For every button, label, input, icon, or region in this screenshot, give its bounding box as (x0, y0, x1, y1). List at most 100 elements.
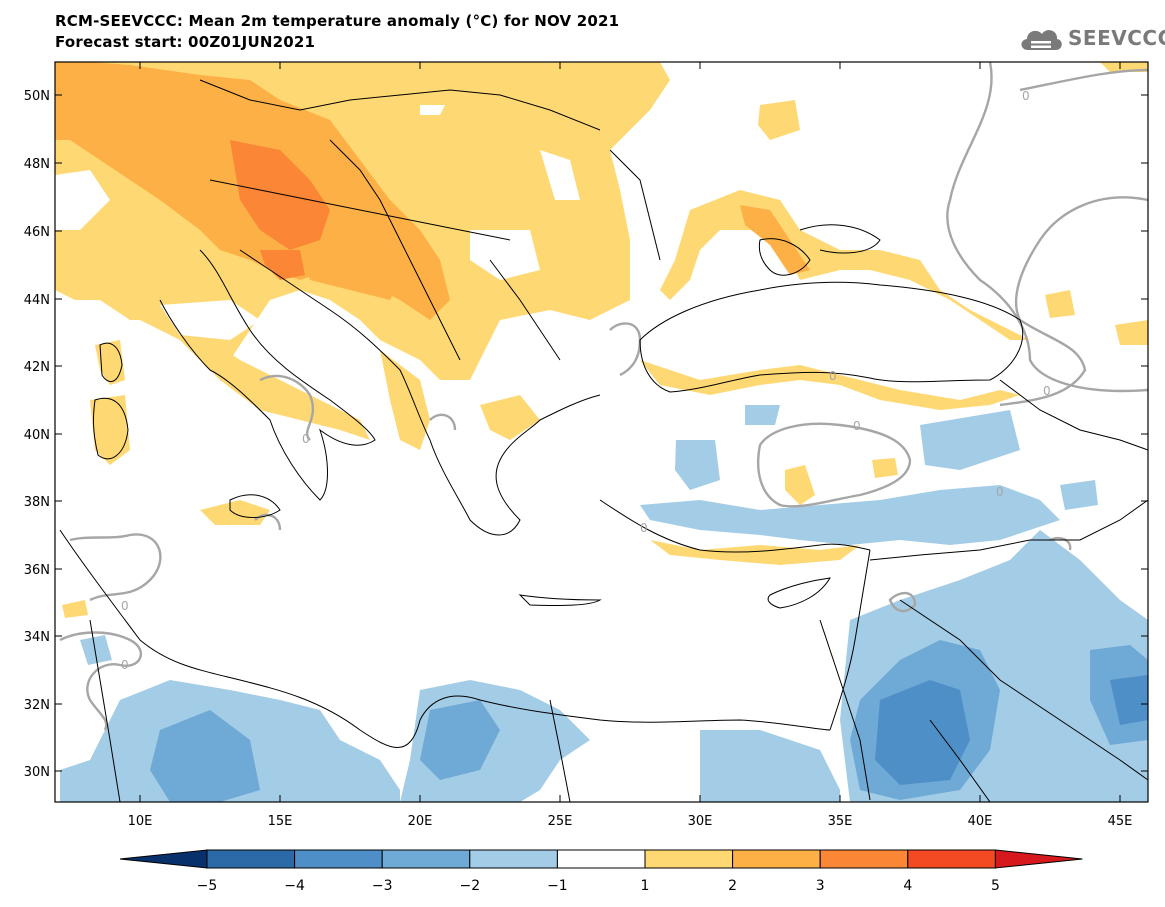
contour-labels: 0 0 0 0 0 0 0 0 0 (121, 89, 1051, 672)
contour-label: 0 (1022, 89, 1030, 103)
contour-label: 0 (996, 485, 1004, 499)
lat-label: 44N (24, 293, 50, 308)
cool-anomaly-libya-mid (420, 700, 500, 780)
border-7 (899, 599, 1148, 781)
border-3 (329, 139, 461, 361)
border-4 (489, 259, 561, 361)
border-6 (819, 619, 871, 801)
colorbar-segment (907, 849, 996, 869)
colorbar-min-triangle (119, 849, 208, 869)
border-5 (609, 149, 661, 261)
warm-anomaly-area-turkey-south (650, 540, 860, 565)
colorbar-max-triangle (994, 849, 1083, 869)
colorbar-segment (819, 849, 909, 869)
contour-label: 0 (302, 432, 310, 446)
contour-label: 0 (1043, 384, 1051, 398)
adriatic-east-coast (239, 249, 431, 441)
contour-label: 0 (640, 521, 648, 535)
forecast-start-label: Forecast start: 00Z01JUN2021 (55, 33, 316, 51)
colorbar-label: −3 (372, 878, 393, 894)
warm-anomaly-area-central-turkey (785, 465, 815, 505)
colorbar-label: 2 (728, 878, 737, 894)
cool-anomaly-africa-mid (150, 710, 260, 802)
lon-label: 30E (688, 814, 713, 829)
colorbar-segment (556, 849, 646, 869)
warm-anomaly-area-greece (480, 395, 540, 440)
lat-label: 36N (24, 563, 50, 578)
colorbar-segment (381, 849, 471, 869)
colorbar-segment (469, 849, 558, 869)
colorbar-segment (206, 849, 296, 869)
contour-label: 0 (121, 599, 129, 613)
colorbar-label: 1 (641, 878, 650, 894)
warm-anomaly-area-corsica (95, 340, 125, 385)
lat-label: 42N (24, 360, 50, 375)
colorbar-label: 4 (903, 878, 912, 894)
zero-contour-lines (59, 62, 1148, 731)
coastlines-and-borders (59, 79, 1148, 802)
lat-label: 46N (24, 225, 50, 240)
warm-anomaly-core-crimea (740, 205, 810, 275)
sardinia-coast (92, 397, 129, 460)
colorbar: −5 −4 −3 −2 −1 1 2 3 4 5 (119, 849, 1083, 894)
warm-anomaly-peak (230, 140, 330, 250)
lat-label: 40N (24, 428, 50, 443)
colorbar-label: −1 (547, 878, 568, 894)
warm-anomaly-area-sicily (200, 500, 270, 525)
border-10 (929, 719, 991, 802)
crimea-coast (758, 238, 811, 276)
neutral-area-slovakia (420, 105, 445, 115)
colorbar-segment (732, 849, 821, 869)
map-title: RCM-SEEVCCC: Mean 2m temperature anomaly… (55, 12, 620, 30)
border-8 (869, 499, 1148, 561)
lon-label: 35E (828, 814, 853, 829)
warm-anomaly-area-anatolia-coast (640, 360, 1020, 410)
warm-anomaly-core-balkans (300, 240, 400, 300)
cool-anomaly-anatolia-north (745, 405, 780, 425)
black-sea-coast (639, 281, 1024, 393)
africa-coast (59, 529, 831, 748)
warm-anomaly-peak-2 (260, 250, 305, 280)
map-frame (54, 61, 1149, 803)
warm-anomaly-area-east (1115, 320, 1148, 345)
italy-coast (159, 249, 376, 501)
warm-anomaly-area-tunisia (62, 600, 88, 618)
cool-anomaly-tunisia (80, 635, 112, 665)
crete-coast (518, 594, 602, 606)
cool-anomaly-east-core (1110, 675, 1148, 725)
lat-label: 34N (24, 630, 50, 645)
warm-anomaly-area-caucasus (1045, 290, 1075, 318)
lat-label: 38N (24, 495, 50, 510)
corsica-coast (99, 342, 123, 383)
colorbar-label: −2 (459, 878, 480, 894)
neutral-area-ukraine (470, 230, 540, 280)
colorbar-label: 3 (816, 878, 825, 894)
warm-anomaly-area-ukraine (758, 100, 800, 140)
cool-anomaly-anatolia-west (675, 440, 720, 490)
contour-label: 0 (829, 369, 837, 383)
anomaly-field (55, 62, 1148, 802)
border-11 (549, 699, 571, 802)
lat-label: 32N (24, 698, 50, 713)
levant-coast (829, 549, 871, 731)
colorbar-label: 5 (991, 878, 1000, 894)
cool-anomaly-anatolia-east (920, 410, 1020, 470)
greece-coast (429, 394, 601, 536)
cyprus-coast (767, 577, 831, 609)
warm-anomaly-area-balkans (380, 350, 430, 450)
border-9 (999, 379, 1148, 451)
lat-label: 30N (24, 765, 50, 780)
colorbar-segment (644, 849, 734, 869)
azov-coast (799, 224, 881, 254)
neutral-area-italy (160, 300, 260, 340)
cloud-icon (1021, 30, 1062, 50)
cool-anomaly-syria (1060, 480, 1098, 510)
border-12 (89, 619, 121, 802)
warm-anomaly-area-central-turkey-2 (872, 458, 898, 478)
colorbar-segment (294, 849, 383, 869)
seevccc-logo: SEEVCCC (1018, 22, 1165, 56)
cool-anomaly-anatolia-south (640, 485, 1060, 545)
lat-label: 48N (24, 157, 50, 172)
latitude-axis: 50N 48N 46N 44N 42N 40N 38N 36N 34N 32N 30N (24, 89, 1148, 780)
